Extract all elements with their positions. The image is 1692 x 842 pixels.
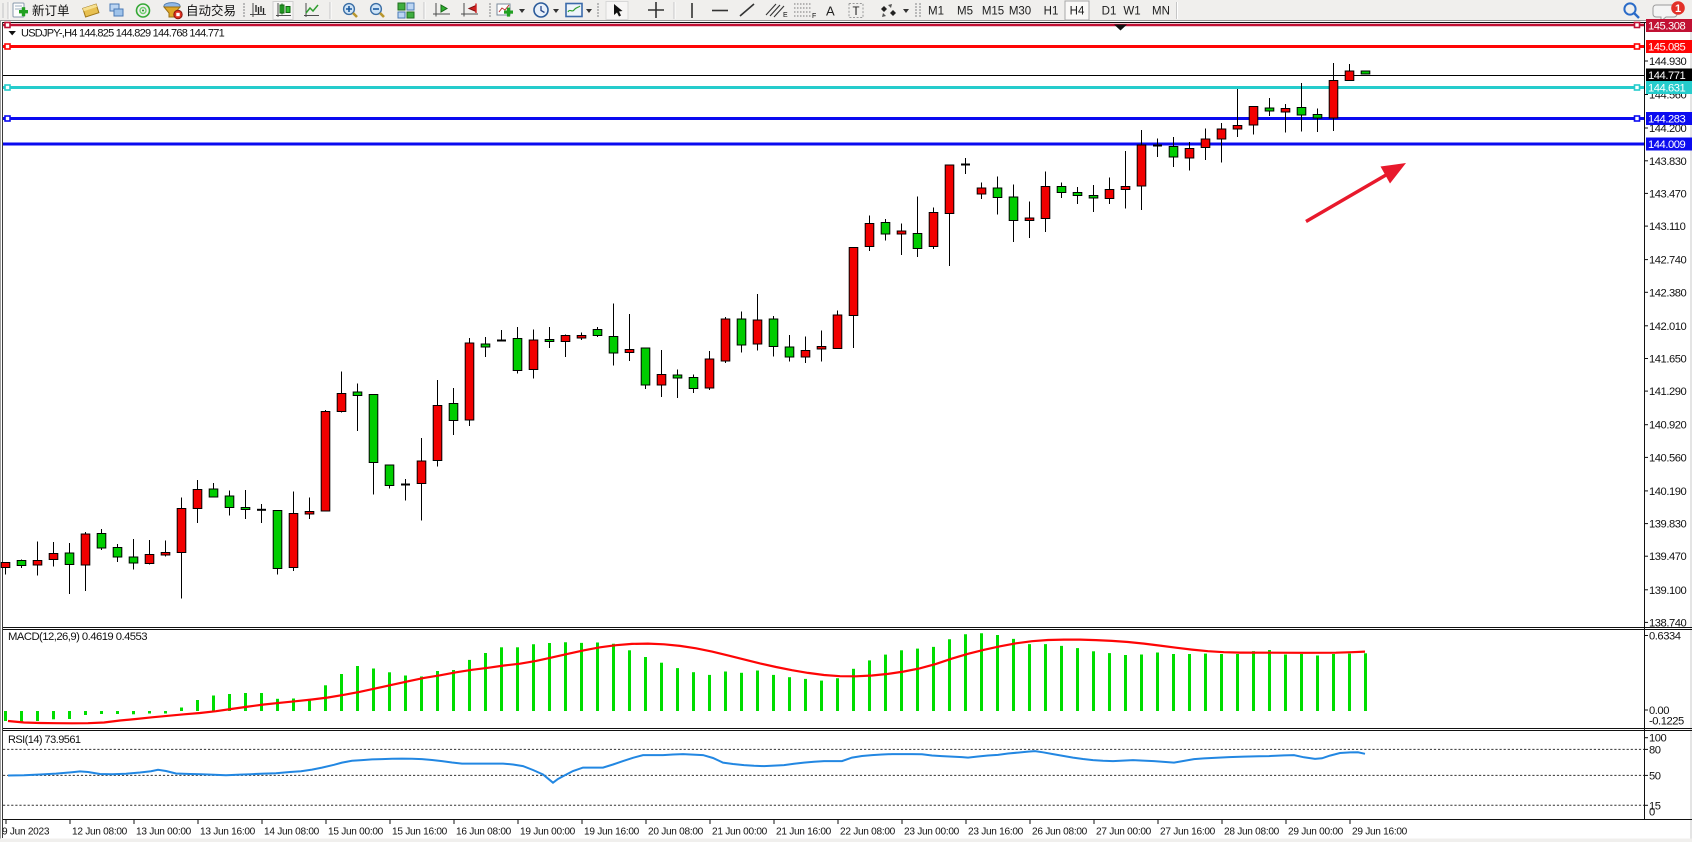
svg-text:M15: M15 — [982, 6, 1004, 18]
svg-text:E: E — [783, 12, 788, 19]
svg-text:144.771: 144.771 — [1648, 70, 1686, 82]
svg-text:143.470: 143.470 — [1649, 188, 1687, 200]
svg-text:140.190: 140.190 — [1649, 486, 1687, 498]
svg-text:144.200: 144.200 — [1649, 123, 1687, 135]
svg-text:-0.1225: -0.1225 — [1649, 716, 1684, 728]
svg-text:14 Jun 08:00: 14 Jun 08:00 — [264, 827, 320, 838]
svg-text:139.470: 139.470 — [1649, 551, 1687, 563]
svg-text:MN: MN — [1152, 6, 1170, 18]
svg-text:自动交易: 自动交易 — [186, 3, 236, 18]
svg-text:27 Jun 00:00: 27 Jun 00:00 — [1096, 827, 1152, 838]
svg-text:H4: H4 — [1070, 6, 1085, 18]
svg-text:23 Jun 00:00: 23 Jun 00:00 — [904, 827, 960, 838]
svg-text:F: F — [812, 13, 816, 20]
svg-text:100: 100 — [1649, 733, 1667, 745]
svg-text:M5: M5 — [957, 6, 973, 18]
svg-text:MACD(12,26,9) 0.4619 0.4553: MACD(12,26,9) 0.4619 0.4553 — [8, 631, 147, 643]
svg-text:139.830: 139.830 — [1649, 519, 1687, 531]
svg-text:21 Jun 16:00: 21 Jun 16:00 — [776, 827, 832, 838]
svg-text:29 Jun 00:00: 29 Jun 00:00 — [1288, 827, 1344, 838]
svg-text:29 Jun 16:00: 29 Jun 16:00 — [1352, 827, 1408, 838]
svg-text:143.830: 143.830 — [1649, 156, 1687, 168]
svg-text:140.920: 140.920 — [1649, 420, 1687, 432]
svg-text:W1: W1 — [1123, 6, 1140, 18]
svg-text:12 Jun 08:00: 12 Jun 08:00 — [72, 827, 128, 838]
svg-text:15 Jun 00:00: 15 Jun 00:00 — [328, 827, 384, 838]
svg-text:142.380: 142.380 — [1649, 287, 1687, 299]
svg-text:145.085: 145.085 — [1648, 42, 1686, 54]
svg-text:16 Jun 08:00: 16 Jun 08:00 — [456, 827, 512, 838]
svg-text:141.290: 141.290 — [1649, 386, 1687, 398]
svg-text:新订单: 新订单 — [32, 3, 70, 18]
svg-text:0: 0 — [1649, 807, 1655, 819]
svg-text:USDJPY-,H4 144.825 144.829 14: USDJPY-,H4 144.825 144.829 144.768 144.7… — [21, 28, 225, 40]
svg-text:23 Jun 16:00: 23 Jun 16:00 — [968, 827, 1024, 838]
svg-text:144.631: 144.631 — [1648, 83, 1686, 95]
svg-text:M1: M1 — [928, 6, 944, 18]
svg-text:138.740: 138.740 — [1649, 617, 1687, 629]
svg-text:19 Jun 00:00: 19 Jun 00:00 — [520, 827, 576, 838]
svg-text:0.6334: 0.6334 — [1649, 631, 1681, 643]
svg-text:15: 15 — [1649, 800, 1661, 812]
svg-text:0.00: 0.00 — [1649, 705, 1669, 717]
svg-text:21 Jun 00:00: 21 Jun 00:00 — [712, 827, 768, 838]
svg-text:26 Jun 08:00: 26 Jun 08:00 — [1032, 827, 1088, 838]
svg-text:13 Jun 16:00: 13 Jun 16:00 — [200, 827, 256, 838]
svg-text:22 Jun 08:00: 22 Jun 08:00 — [840, 827, 896, 838]
svg-text:28 Jun 08:00: 28 Jun 08:00 — [1224, 827, 1280, 838]
svg-text:A: A — [826, 4, 835, 19]
svg-text:143.110: 143.110 — [1649, 221, 1686, 233]
svg-text:15 Jun 16:00: 15 Jun 16:00 — [392, 827, 448, 838]
svg-text:142.010: 142.010 — [1649, 321, 1687, 333]
svg-text:20 Jun 08:00: 20 Jun 08:00 — [648, 827, 704, 838]
svg-text:141.650: 141.650 — [1649, 354, 1687, 366]
svg-text:RSI(14) 73.9561: RSI(14) 73.9561 — [8, 734, 81, 746]
svg-text:9 Jun 2023: 9 Jun 2023 — [2, 827, 50, 838]
svg-text:144.283: 144.283 — [1648, 114, 1686, 126]
svg-text:142.740: 142.740 — [1649, 255, 1687, 267]
svg-text:1: 1 — [1675, 3, 1681, 15]
svg-text:144.009: 144.009 — [1648, 139, 1686, 151]
svg-text:13 Jun 00:00: 13 Jun 00:00 — [136, 827, 192, 838]
svg-text:M30: M30 — [1009, 6, 1031, 18]
svg-text:T: T — [853, 6, 860, 18]
svg-text:H1: H1 — [1044, 6, 1059, 18]
svg-text:145.308: 145.308 — [1648, 21, 1686, 33]
svg-text:27 Jun 16:00: 27 Jun 16:00 — [1160, 827, 1216, 838]
svg-text:19 Jun 16:00: 19 Jun 16:00 — [584, 827, 640, 838]
svg-text:140.560: 140.560 — [1649, 452, 1687, 464]
svg-text:139.100: 139.100 — [1649, 585, 1687, 597]
svg-text:50: 50 — [1649, 770, 1661, 782]
svg-text:80: 80 — [1649, 744, 1661, 756]
svg-text:144.930: 144.930 — [1649, 56, 1687, 68]
svg-text:D1: D1 — [1102, 6, 1117, 18]
